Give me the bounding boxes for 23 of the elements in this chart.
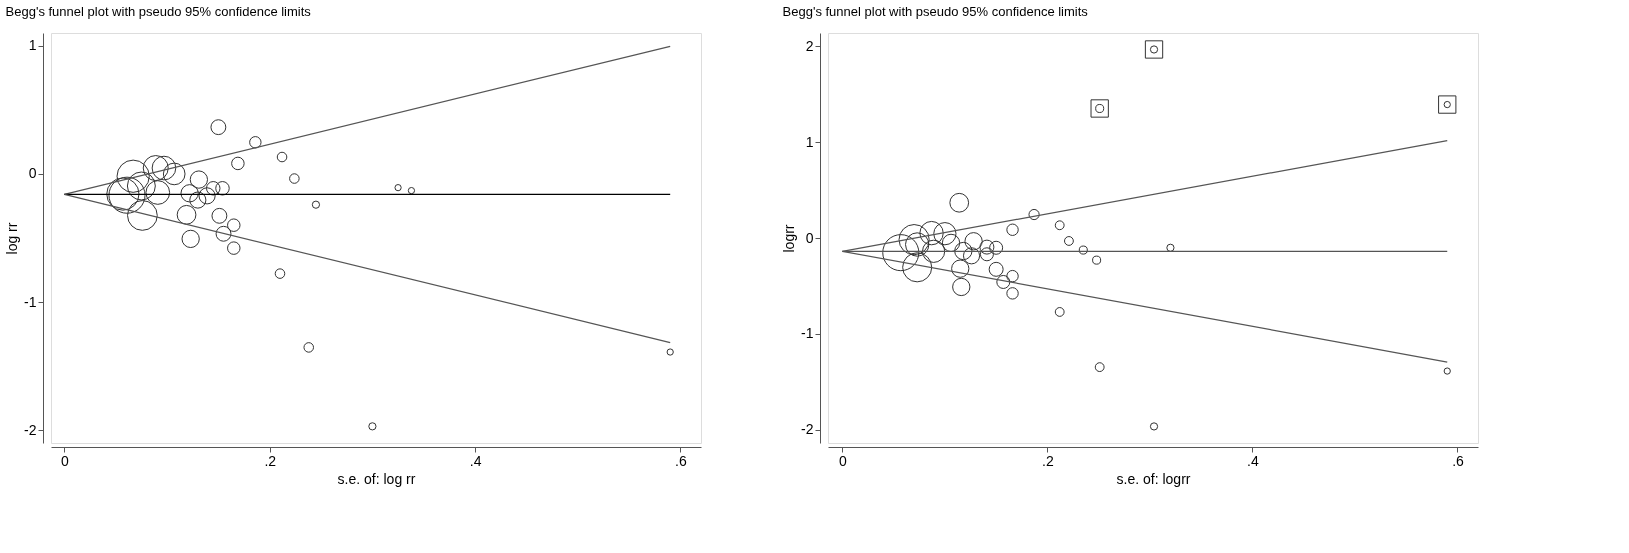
y-tick-label: 0 xyxy=(805,229,814,246)
y-axis-title: logrr xyxy=(781,224,798,253)
x-tick-label: .6 xyxy=(1452,452,1465,469)
x-tick-label: 0 xyxy=(838,452,847,469)
y-tick-label: 2 xyxy=(805,37,814,54)
y-axis-title: log rr xyxy=(4,222,21,255)
y-tick-label: -2 xyxy=(24,421,37,438)
y-tick-label: -2 xyxy=(801,421,814,438)
y-tick-label: 0 xyxy=(28,165,37,182)
x-tick-label: .6 xyxy=(675,452,688,469)
x-tick-label: 0 xyxy=(60,452,69,469)
x-axis-title: s.e. of: logrr xyxy=(1116,470,1191,487)
y-tick-label: 1 xyxy=(805,133,814,150)
chart-title: Begg's funnel plot with pseudo 95% confidence limits xyxy=(782,4,1089,19)
x-axis-title: s.e. of: log rr xyxy=(337,470,416,487)
y-tick-label: -1 xyxy=(801,325,814,342)
chart-title: Begg's funnel plot with pseudo 95% confidence limits xyxy=(5,4,312,19)
x-tick-label: .4 xyxy=(1247,452,1259,469)
y-tick-label: -1 xyxy=(24,293,37,310)
x-tick-label: .2 xyxy=(1042,452,1054,469)
x-tick-label: .2 xyxy=(264,452,277,469)
y-tick-label: 1 xyxy=(28,37,37,54)
x-tick-label: .4 xyxy=(469,452,482,469)
